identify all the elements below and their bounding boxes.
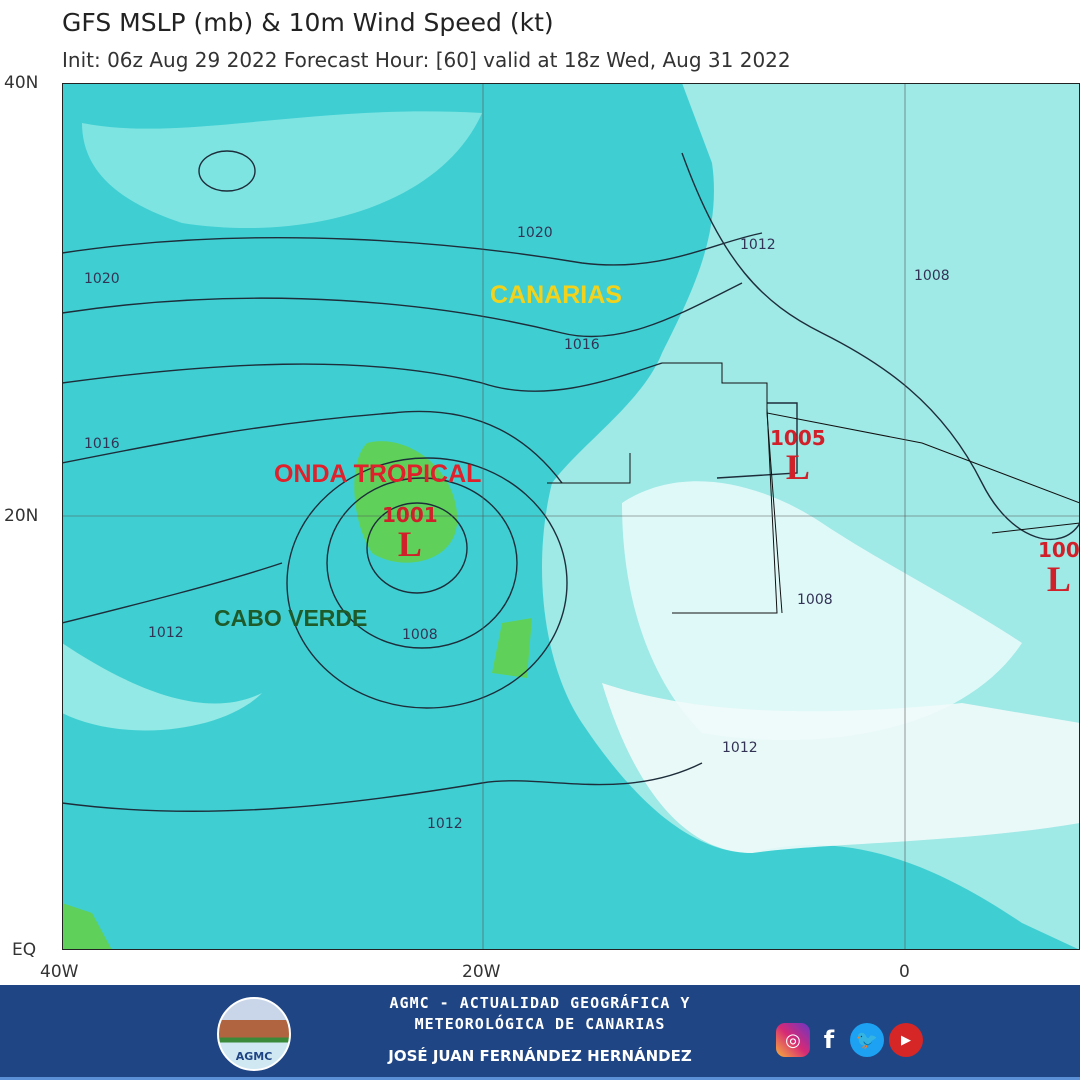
isobar-label: 1012: [740, 237, 776, 253]
sahel-land: [622, 481, 1022, 741]
footer-line2: METEOROLÓGICA DE CANARIAS: [414, 1015, 666, 1033]
footer-line1: AGMC - ACTUALIDAD GEOGRÁFICA Y: [389, 994, 691, 1012]
isobar-label: 1008: [914, 268, 950, 284]
annotation-cabo-verde: CABO VERDE: [214, 605, 368, 631]
borders: [547, 362, 1080, 614]
isobar-label: 1012: [148, 625, 184, 641]
map-canvas: [61, 83, 1080, 950]
west-africa-land: [602, 683, 1080, 853]
instagram-icon[interactable]: ◎: [776, 1023, 810, 1057]
low-pressure-value: 100: [1038, 538, 1080, 562]
strong-wind-area: [492, 618, 532, 678]
isobar-label: 1008: [797, 592, 833, 608]
isobar-label: 1008: [402, 627, 438, 643]
weak-wind-area: [62, 643, 262, 731]
low-pressure-east: 100 L: [1038, 538, 1080, 599]
weather-map: 1020 1020 1012 1008 1016 1016 1012 1008 …: [61, 83, 1080, 950]
facebook-icon[interactable]: f: [823, 1026, 835, 1054]
isobar-label: 1016: [84, 436, 120, 452]
low-pressure-onda: 1001 L: [382, 503, 438, 564]
chart-subtitle: Init: 06z Aug 29 2022 Forecast Hour: [60…: [62, 48, 791, 72]
low-symbol: L: [397, 524, 422, 564]
isobars: [61, 150, 1080, 812]
weak-wind-area: [82, 111, 482, 229]
twitter-icon[interactable]: 🐦: [850, 1023, 884, 1057]
youtube-icon[interactable]: ▶: [889, 1023, 923, 1057]
isobar-label: 1012: [427, 816, 463, 832]
chart-title: GFS MSLP (mb) & 10m Wind Speed (kt): [62, 8, 554, 37]
lon-label-0: 0: [899, 962, 910, 982]
strong-wind-area: [354, 441, 458, 563]
lon-label-40w: 40W: [40, 962, 79, 982]
logo-text: AGMC: [235, 1050, 273, 1063]
isobar-label: 1016: [564, 337, 600, 353]
isobar-label: 1020: [84, 271, 120, 287]
annotation-onda-tropical: ONDA TROPICAL: [274, 460, 482, 488]
annotation-canarias: CANARIAS: [490, 281, 622, 309]
footer-banner: AGMC AGMC - ACTUALIDAD GEOGRÁFICA Y METE…: [0, 985, 1080, 1080]
lon-label-20w: 20W: [462, 962, 501, 982]
low-pressure-value: 1005: [770, 426, 826, 450]
lat-label-40n: 40N: [4, 73, 39, 93]
low-pressure-sahara: 1005 L: [770, 426, 826, 487]
footer-org-name: AGMC - ACTUALIDAD GEOGRÁFICA Y METEOROLÓ…: [340, 993, 740, 1035]
footer-author: JOSÉ JUAN FERNÁNDEZ HERNÁNDEZ: [388, 1047, 692, 1065]
agmc-logo: AGMC: [217, 997, 291, 1071]
low-pressure-value: 1001: [382, 503, 438, 527]
isobar-label: 1020: [517, 225, 553, 241]
isobar-label: 1012: [722, 740, 758, 756]
strong-wind-area: [62, 903, 112, 950]
low-symbol: L: [1046, 559, 1071, 599]
low-symbol: L: [785, 447, 810, 487]
lat-label-20n: 20N: [4, 506, 39, 526]
lat-label-eq: EQ: [12, 940, 37, 960]
